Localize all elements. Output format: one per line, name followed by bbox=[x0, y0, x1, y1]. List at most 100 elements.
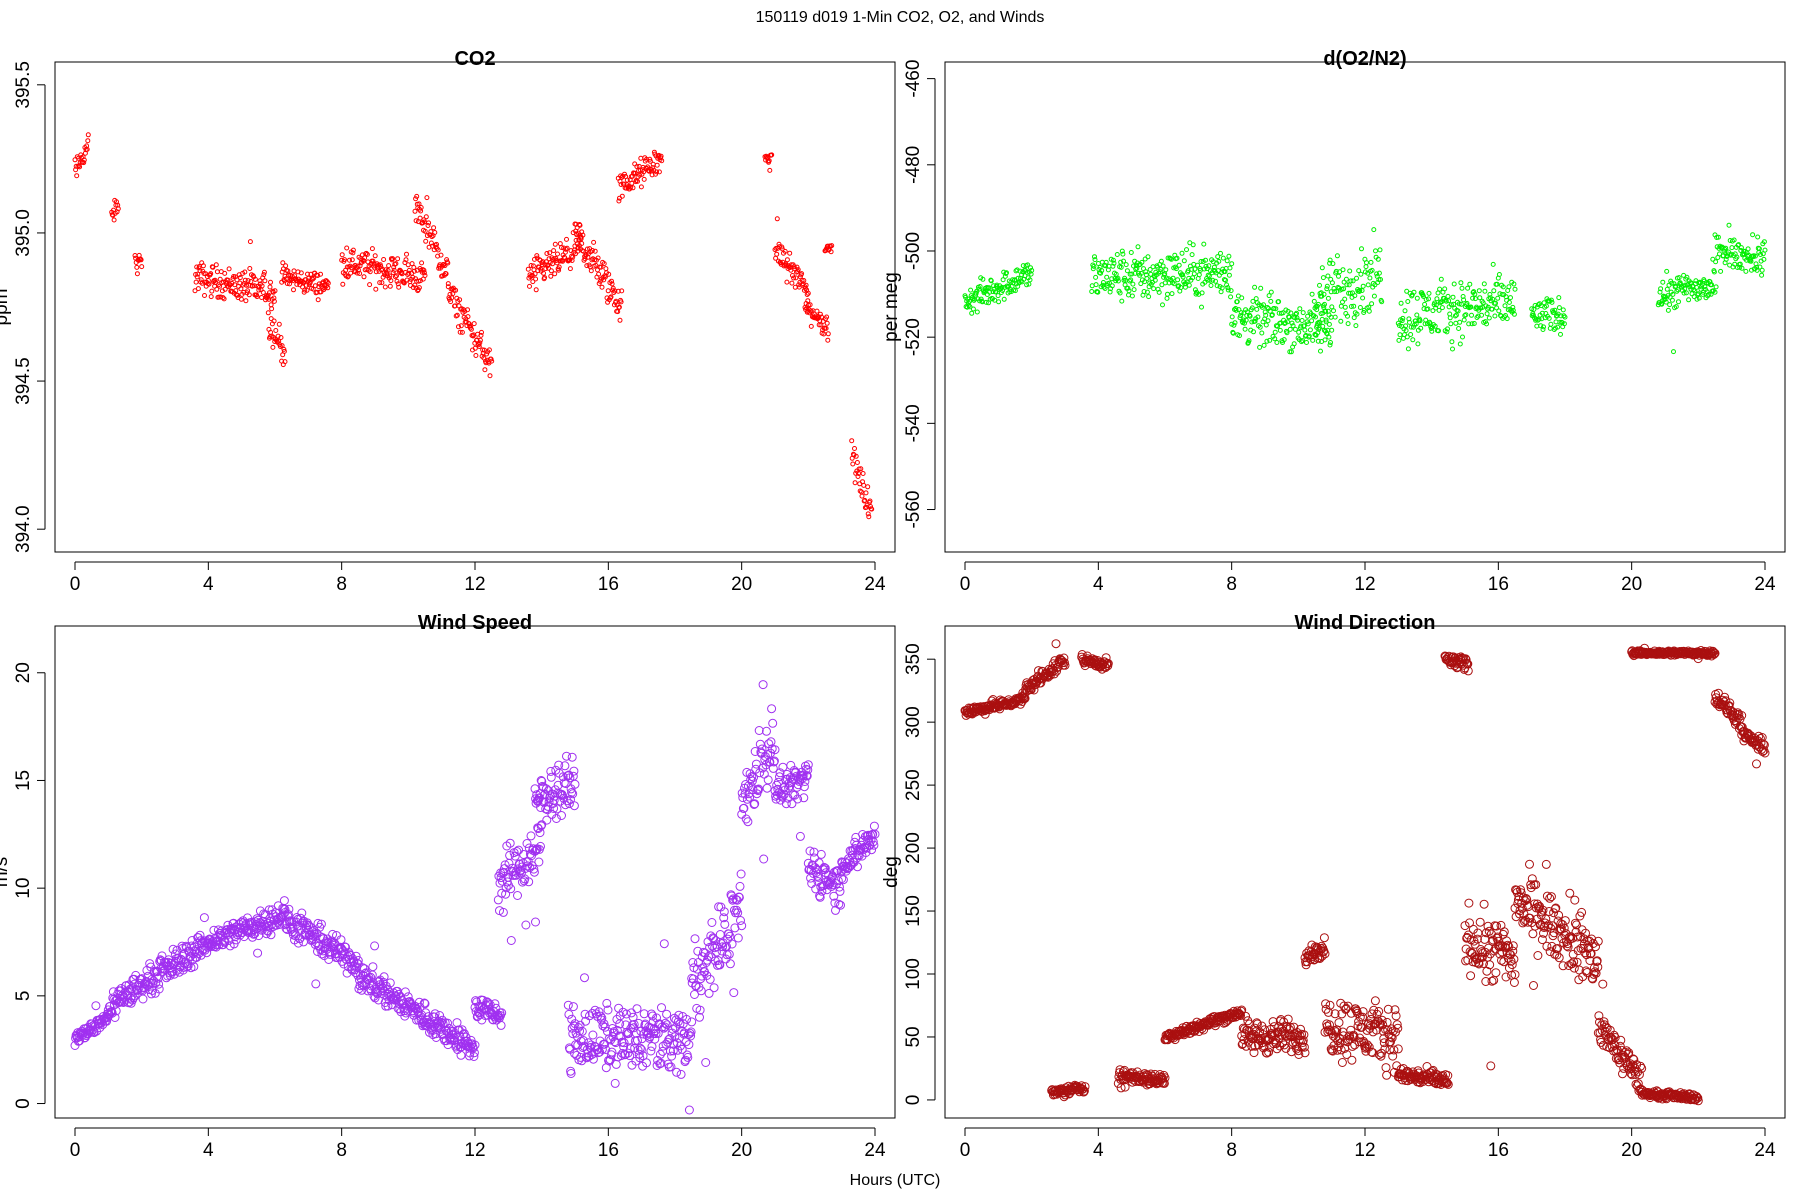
o2n2-point bbox=[1552, 325, 1558, 331]
co2-point bbox=[193, 279, 199, 285]
co2-title: CO2 bbox=[454, 48, 495, 70]
o2n2-point bbox=[1305, 313, 1311, 319]
o2n2-point bbox=[1722, 246, 1728, 252]
o2n2-point bbox=[1323, 309, 1329, 314]
co2-point bbox=[282, 359, 288, 365]
co2-point bbox=[618, 182, 624, 187]
wind-speed-point bbox=[522, 839, 532, 848]
co2-point bbox=[273, 328, 279, 333]
wind-speed-point bbox=[366, 972, 376, 982]
o2n2-point bbox=[1263, 312, 1269, 318]
o2n2-point bbox=[1482, 288, 1488, 294]
o2n2-point bbox=[1315, 301, 1321, 307]
wind-speed-point bbox=[316, 919, 326, 929]
wind-speed-point bbox=[725, 959, 735, 969]
wind-speed-point bbox=[736, 916, 745, 925]
o2n2-point bbox=[1673, 283, 1679, 289]
o2n2-point bbox=[1669, 280, 1675, 286]
o2n2-point bbox=[1236, 307, 1242, 313]
co2-point bbox=[428, 240, 434, 246]
o2n2-point bbox=[1543, 303, 1549, 309]
o2n2-point bbox=[1748, 258, 1754, 264]
co2-point bbox=[853, 453, 859, 459]
wind-speed-point bbox=[720, 919, 730, 929]
o2n2-point bbox=[1191, 261, 1197, 267]
wind-speed-point bbox=[546, 772, 556, 782]
o2n2-point bbox=[1028, 265, 1033, 271]
co2-point bbox=[487, 373, 493, 379]
co2-point bbox=[412, 282, 418, 288]
o2n2-point bbox=[1272, 329, 1278, 335]
o2n2-point bbox=[1094, 289, 1100, 295]
o2n2-point bbox=[1158, 267, 1164, 272]
wind-speed-point bbox=[759, 854, 769, 864]
wind-direction-point bbox=[1545, 893, 1555, 903]
wind-speed-point bbox=[562, 751, 571, 761]
wind-speed-point bbox=[253, 948, 263, 958]
wind-speed-point bbox=[506, 936, 516, 945]
co2-point bbox=[246, 292, 252, 298]
o2n2-point bbox=[1681, 290, 1687, 296]
co2-point bbox=[784, 257, 790, 263]
o2n2-point bbox=[1284, 330, 1290, 336]
o2n2-point bbox=[1299, 318, 1305, 323]
co2-point bbox=[552, 271, 558, 277]
wind-speed-point bbox=[607, 1047, 617, 1057]
o2n2-point bbox=[1455, 308, 1461, 314]
co2-point bbox=[821, 331, 827, 337]
o2n2-point bbox=[1363, 264, 1369, 270]
co2-point bbox=[111, 217, 117, 223]
wind-speed-point bbox=[762, 726, 771, 736]
o2n2-point bbox=[1207, 277, 1213, 283]
co2-point bbox=[423, 214, 429, 220]
o2n2-point bbox=[1107, 280, 1112, 286]
wind-speed-point bbox=[257, 921, 266, 931]
o2n2-point bbox=[1484, 321, 1489, 327]
o2n2-point bbox=[1373, 248, 1378, 254]
co2-point bbox=[302, 287, 308, 293]
co2-point bbox=[799, 271, 805, 277]
wind-speed-point bbox=[795, 831, 805, 841]
o2n2-y-tick-label: -560 bbox=[903, 491, 924, 529]
o2n2-point bbox=[1711, 269, 1717, 275]
wind-speed-point bbox=[551, 765, 561, 775]
co2-point bbox=[650, 165, 656, 171]
o2n2-point bbox=[1333, 268, 1339, 274]
co2-point bbox=[342, 257, 347, 263]
co2-point bbox=[867, 498, 873, 504]
o2n2-point bbox=[1444, 329, 1450, 335]
wind-speed-point bbox=[458, 1029, 468, 1039]
co2-point bbox=[808, 308, 814, 314]
wind-speed-point bbox=[587, 1050, 597, 1060]
co2-point bbox=[659, 158, 665, 164]
wind-speed-point bbox=[341, 942, 350, 952]
wind-speed-point bbox=[105, 1001, 115, 1011]
o2n2-point bbox=[1176, 262, 1182, 268]
co2-point bbox=[552, 241, 558, 247]
co2-point bbox=[869, 506, 875, 512]
o2n2-point bbox=[1180, 272, 1186, 278]
o2n2-point bbox=[1125, 285, 1131, 291]
co2-point bbox=[401, 279, 407, 285]
o2n2-point bbox=[1250, 298, 1256, 304]
o2n2-point bbox=[1453, 320, 1459, 326]
co2-point bbox=[279, 343, 285, 349]
o2n2-point bbox=[1403, 328, 1409, 333]
o2n2-point bbox=[1325, 295, 1331, 301]
co2-point bbox=[435, 247, 441, 253]
wind-direction-point bbox=[1334, 1018, 1344, 1028]
wind-speed-point bbox=[673, 1045, 683, 1055]
o2n2-point bbox=[1117, 290, 1123, 296]
wind-direction-point bbox=[1565, 888, 1575, 898]
co2-point bbox=[262, 278, 268, 284]
co2-point bbox=[292, 273, 298, 279]
o2n2-point bbox=[1242, 326, 1248, 332]
wind-speed-point bbox=[674, 1010, 684, 1020]
o2n2-point bbox=[1465, 285, 1471, 291]
co2-point bbox=[601, 261, 607, 267]
co2-point bbox=[580, 248, 586, 254]
o2n2-point bbox=[1153, 269, 1159, 275]
co2-point bbox=[391, 267, 397, 273]
o2n2-point bbox=[1450, 294, 1456, 300]
